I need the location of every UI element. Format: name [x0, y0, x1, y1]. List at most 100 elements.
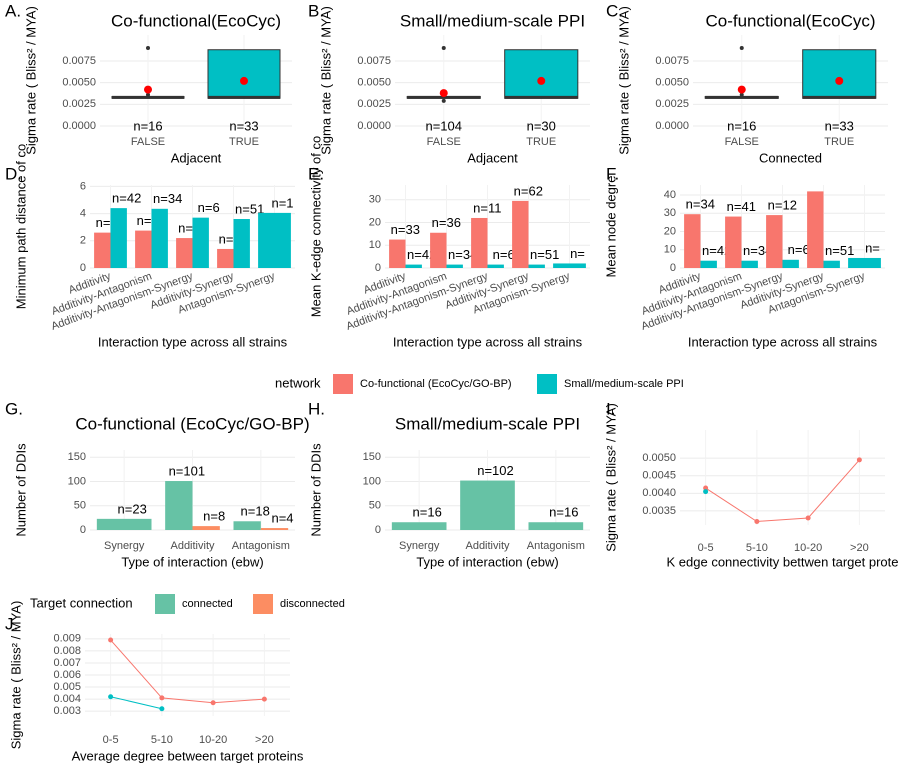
- count-label: n=6: [788, 242, 810, 257]
- y-tick-label: 10: [369, 239, 381, 251]
- y-tick-label: 100: [363, 475, 381, 487]
- x-tick-label: 0-5: [103, 734, 119, 746]
- count-label: n=18: [241, 504, 270, 519]
- outlier: [739, 92, 744, 97]
- y-axis-title: Sigma rate ( Bliss² / MYA): [603, 403, 618, 552]
- x-tick-label: Antagonism: [232, 540, 290, 552]
- legend-label: Co-functional (EcoCyc/GO-BP): [360, 378, 512, 390]
- bar: [135, 230, 152, 268]
- bar: [528, 264, 545, 268]
- bar: [446, 264, 463, 268]
- y-tick-label: 0: [375, 262, 381, 274]
- panel-letter: E.: [308, 164, 324, 183]
- bar: [391, 522, 447, 530]
- point: [703, 485, 709, 491]
- panel-letter: J.: [5, 614, 18, 633]
- bar: [165, 481, 193, 530]
- legend-swatch: [155, 594, 175, 614]
- bar: [700, 260, 717, 268]
- x-tick-label: FALSE: [427, 136, 461, 148]
- y-axis-title: Sigma rate ( Bliss² / MYA): [318, 6, 333, 155]
- y-tick-label: 6: [80, 180, 86, 192]
- count-label: n=8: [203, 509, 225, 524]
- y-tick-label: 20: [664, 225, 676, 237]
- y-tick-label: 40: [664, 189, 676, 201]
- y-tick-label: 0.008: [53, 645, 81, 657]
- panel-letter: D.: [5, 164, 22, 183]
- bar: [192, 526, 220, 530]
- outlier: [441, 46, 446, 50]
- y-tick-label: 10: [664, 244, 676, 256]
- bar: [94, 232, 111, 268]
- bar: [782, 259, 799, 268]
- x-axis-title: Average degree between target proteins: [72, 748, 304, 763]
- legend-title: network: [275, 375, 321, 390]
- y-tick-label: 50: [369, 500, 381, 512]
- y-tick-label: 0.003: [53, 705, 81, 717]
- bar: [192, 217, 209, 268]
- x-axis-title: Interaction type across all strains: [688, 334, 878, 349]
- y-tick-label: 0.0025: [655, 98, 689, 110]
- count-label: n=16: [549, 505, 578, 520]
- x-tick-label: >20: [850, 542, 869, 554]
- point: [108, 637, 114, 643]
- count-label: n=51: [825, 243, 854, 258]
- x-tick-label: TRUE: [229, 136, 259, 148]
- chart-title: Co-functional (EcoCyc/GO-BP): [75, 414, 309, 433]
- x-tick-label: Additivity: [465, 540, 510, 552]
- y-axis-title: Minimum path distance of co: [13, 144, 28, 309]
- count-label: n=42: [112, 191, 141, 206]
- y-tick-label: 0.0035: [642, 505, 676, 517]
- bar: [233, 521, 261, 530]
- bar: [258, 212, 291, 268]
- bar: [471, 217, 488, 268]
- count-label: n=16: [133, 118, 162, 133]
- y-tick-label: 0.0075: [357, 55, 391, 67]
- x-tick-label: >20: [255, 734, 274, 746]
- panel-letter: B.: [308, 1, 324, 20]
- x-tick-label: Antagonism: [527, 540, 585, 552]
- y-tick-label: 0.0050: [62, 77, 96, 89]
- bar: [528, 522, 584, 530]
- y-axis-title: Number of DDIs: [308, 443, 323, 537]
- count-label: n=23: [118, 501, 147, 516]
- count-label: n=: [570, 246, 585, 261]
- x-tick-label: 5-10: [151, 734, 173, 746]
- y-axis-title: Sigma rate ( Bliss² / MYA): [616, 6, 631, 155]
- count-label: n=: [865, 240, 880, 255]
- count-label: n=33: [229, 118, 258, 133]
- bar: [487, 264, 504, 268]
- y-axis-title: Sigma rate ( Bliss² / MYA): [8, 601, 23, 750]
- bar: [405, 264, 422, 268]
- panel-letter: G.: [5, 399, 23, 418]
- bar: [512, 200, 529, 268]
- y-tick-label: 0.006: [53, 669, 81, 681]
- count-label: n=12: [768, 198, 797, 213]
- y-tick-label: 0.0050: [655, 77, 689, 89]
- y-tick-label: 0.0075: [655, 55, 689, 67]
- count-label: n=34: [686, 197, 715, 212]
- count-label: n=30: [527, 118, 556, 133]
- y-tick-label: 100: [68, 475, 86, 487]
- x-tick-label: TRUE: [824, 136, 854, 148]
- count-label: n=34: [153, 191, 182, 206]
- x-tick-label: Additivity: [170, 540, 215, 552]
- bar: [260, 528, 289, 530]
- count-label: n=33: [391, 222, 420, 237]
- y-axis-title: Number of DDIs: [13, 443, 28, 537]
- x-tick-label: 10-20: [199, 734, 227, 746]
- bar: [553, 263, 586, 268]
- bar: [389, 239, 406, 268]
- y-tick-label: 0.004: [53, 693, 81, 705]
- point: [159, 706, 165, 712]
- y-axis-title: Mean K-edge connectivity of co: [308, 136, 323, 317]
- point: [261, 696, 267, 702]
- count-label: n=51: [235, 201, 264, 216]
- chart-title: Small/medium-scale PPI: [400, 11, 585, 30]
- y-tick-label: 0.009: [53, 633, 81, 645]
- y-tick-label: 0: [80, 524, 86, 536]
- point: [108, 694, 114, 700]
- x-axis-title: Interaction type across all strains: [393, 334, 583, 349]
- x-axis-title: Interaction type across all strains: [98, 334, 288, 349]
- y-tick-label: 50: [74, 500, 86, 512]
